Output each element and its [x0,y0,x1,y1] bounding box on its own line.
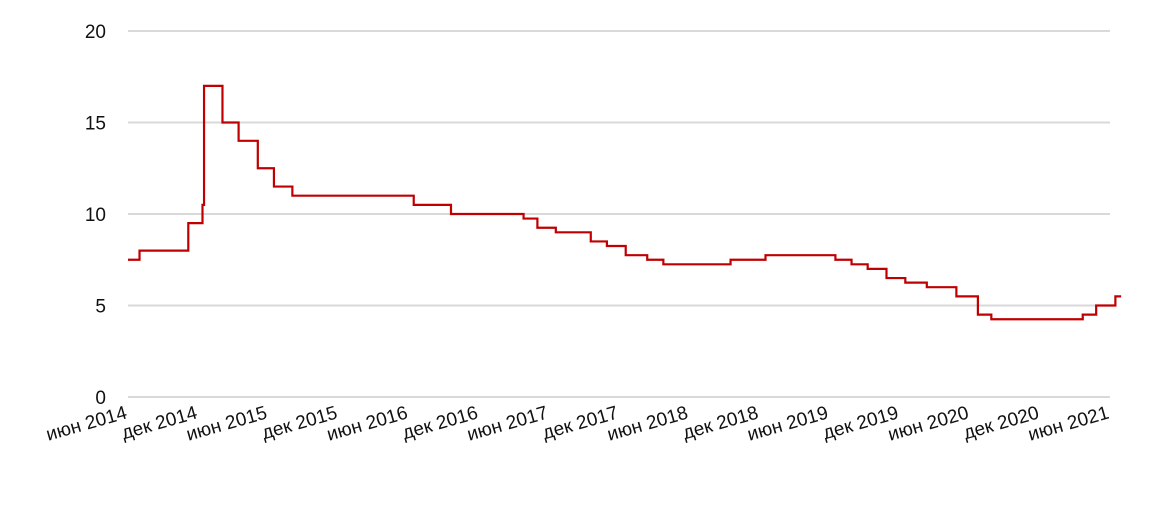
x-tick-label: июн 2014 [44,403,130,446]
y-tick-label: 20 [85,22,106,43]
y-tick-label: 10 [85,205,106,226]
series-line-0 [128,84,1122,321]
series-layer [128,84,1122,321]
x-tick-label: июн 2020 [886,403,971,446]
x-tick-label: июн 2016 [325,403,410,446]
y-axis-ticks: 0 5 10 15 20 [85,22,106,409]
x-tick-label: июн 2015 [184,403,269,446]
grid-layer [128,30,1110,398]
x-tick-label: июн 2018 [605,403,690,446]
y-tick-label: 5 [95,297,106,318]
y-tick-label: 0 [95,388,106,409]
y-tick-label: 15 [85,114,106,135]
x-tick-label: июн 2019 [745,403,830,446]
x-tick-label: июн 2017 [465,403,550,446]
x-tick-label: июн 2021 [1026,403,1111,446]
